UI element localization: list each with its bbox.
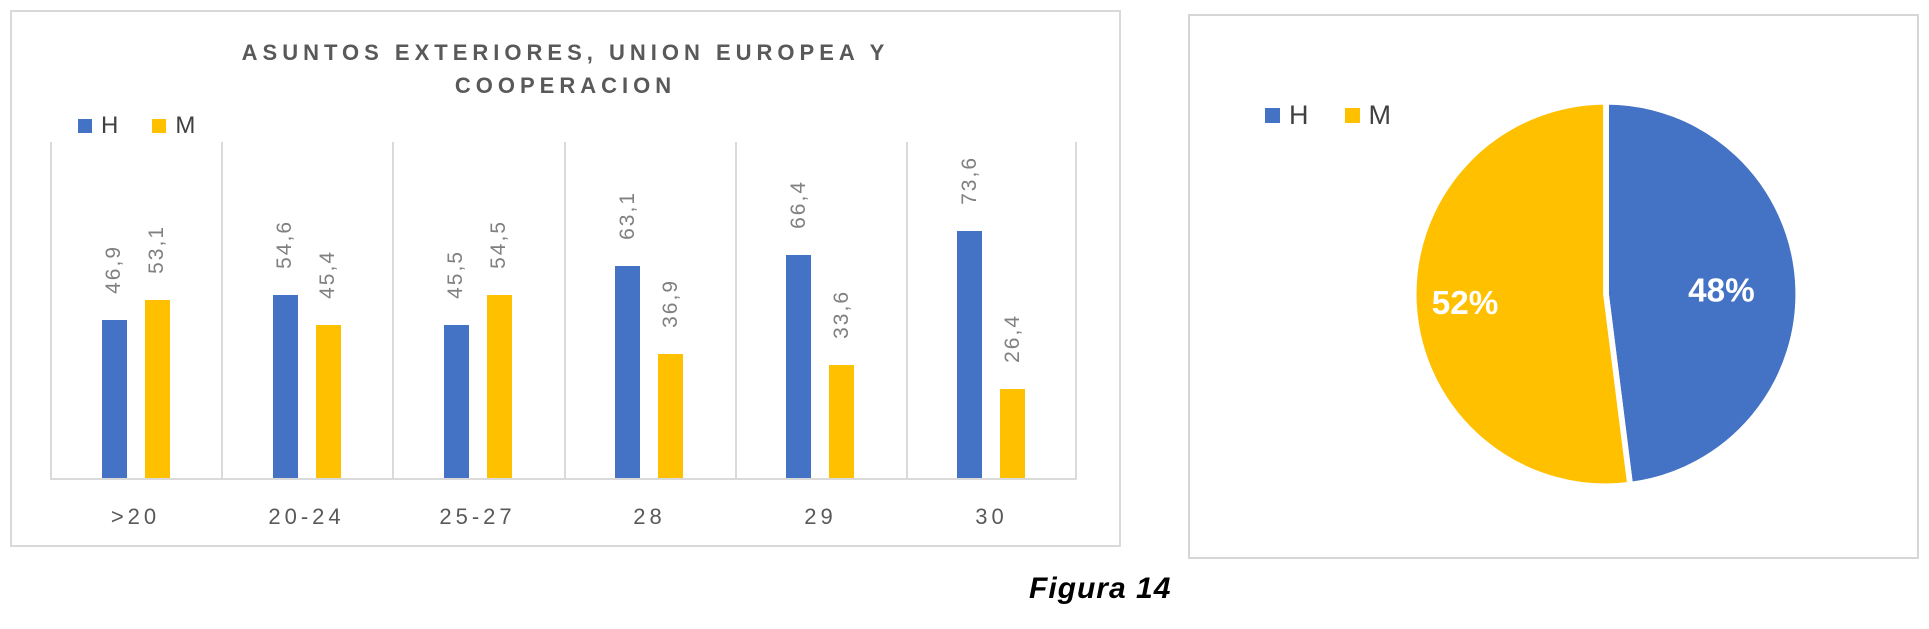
x-axis-label: 28 [633, 504, 666, 529]
bar-h-20-24 [273, 295, 298, 478]
x-axis-labels: >20 20-24 25-27 28 29 30 [50, 504, 1077, 534]
gridline [221, 142, 223, 478]
pie-chart: 52% 48% [1410, 98, 1802, 490]
gridline [735, 142, 737, 478]
x-axis-label: >20 [110, 504, 161, 529]
pie-legend-swatch-m [1344, 108, 1360, 123]
bar-h-28 [615, 266, 640, 478]
bar-chart-title: ASUNTOS EXTERIORES, UNION EUROPEA Y COOP… [12, 36, 1119, 102]
figure-caption: Figura 14 [1029, 572, 1172, 605]
bar-m-28 [658, 354, 683, 478]
bar-m-30 [1000, 389, 1025, 478]
pie-legend-label-h: H [1289, 100, 1309, 130]
x-axis-label: 29 [804, 504, 837, 529]
pie-legend-swatch-h [1265, 108, 1280, 123]
gridline [50, 142, 52, 478]
bar-value-label: 66,4 [787, 180, 810, 229]
bar-value-label: 54,6 [273, 220, 296, 269]
legend-label-h: H [101, 112, 119, 139]
legend-item-m: M [152, 112, 195, 140]
bar-m-20-24 [316, 325, 341, 478]
bar-value-label: 45,4 [316, 250, 339, 299]
bar-chart-title-line-2: COOPERACION [454, 73, 677, 98]
legend-item-h: H [78, 112, 118, 140]
bar-value-label: 46,9 [102, 245, 125, 294]
pie-chart-legend: H M [1265, 100, 1391, 131]
pie-label-m: 52% [1432, 285, 1499, 322]
bar-value-label: 63,1 [616, 191, 639, 240]
bar-m-29 [829, 365, 854, 478]
bar-chart-panel: ASUNTOS EXTERIORES, UNION EUROPEA Y COOP… [10, 10, 1121, 547]
x-axis-label: 30 [975, 504, 1008, 529]
bar-h-25-27 [444, 325, 469, 478]
bar-value-label: 26,4 [1001, 314, 1024, 363]
legend-swatch-m [152, 119, 167, 133]
pie-legend-item-m: M [1344, 100, 1392, 131]
bar-plot-area: 46,9 53,1 54,6 45,4 45,5 54,5 63,1 36,9 66,4 33,6… [50, 142, 1077, 480]
legend-swatch-h [78, 119, 92, 133]
gridline [564, 142, 566, 478]
bar-chart-legend: H M [78, 112, 195, 140]
bar-chart-title-line-1: ASUNTOS EXTERIORES, UNION EUROPEA Y [241, 40, 890, 65]
pie-slice-h [1603, 98, 1802, 488]
bar-value-label: 33,6 [830, 290, 853, 339]
bar-value-label: 54,5 [487, 220, 510, 269]
legend-label-m: M [175, 112, 196, 139]
bar-h-29 [786, 255, 811, 478]
pie-legend-item-h: H [1265, 100, 1309, 131]
bar-value-label: 73,6 [958, 156, 981, 205]
bar-value-label: 36,9 [659, 279, 682, 328]
pie-chart-panel: H M 52% 48% [1188, 14, 1919, 559]
gridline [906, 142, 908, 478]
bar-m-25-27 [487, 295, 512, 478]
bar-m->20 [145, 300, 170, 478]
x-axis-label: 20-24 [268, 504, 345, 529]
pie-legend-label-m: M [1368, 100, 1392, 130]
pie-slice-m [1410, 98, 1633, 490]
bar-h->20 [102, 320, 127, 478]
bar-value-label: 53,1 [145, 225, 168, 274]
gridline [392, 142, 394, 478]
bar-value-label: 45,5 [444, 250, 467, 299]
bar-h-30 [957, 231, 982, 478]
gridline [1075, 142, 1077, 478]
x-axis-label: 25-27 [439, 504, 516, 529]
pie-slices [1410, 98, 1802, 490]
pie-label-h: 48% [1688, 273, 1755, 310]
